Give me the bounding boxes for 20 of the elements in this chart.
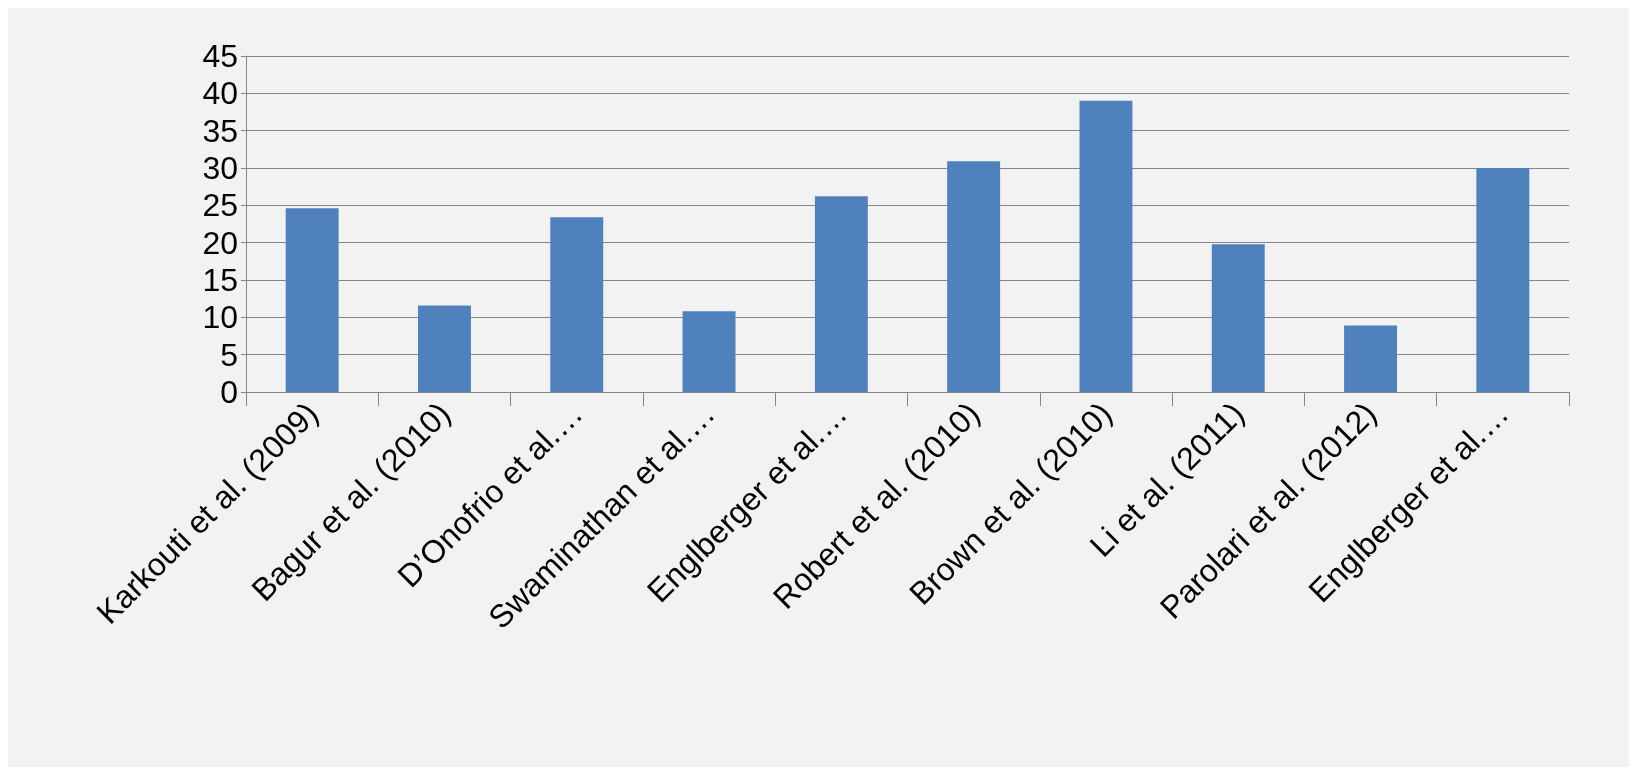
bar	[682, 311, 736, 392]
bar	[1476, 168, 1530, 392]
y-tick-label: 45	[202, 38, 238, 74]
bar	[550, 217, 604, 392]
y-tick-label: 30	[202, 150, 238, 186]
y-tick-label: 20	[202, 224, 238, 261]
y-tick-label: 0	[220, 374, 238, 410]
bar	[285, 208, 339, 392]
bar	[1211, 244, 1265, 392]
y-tick-label: 25	[202, 187, 238, 224]
bar	[417, 305, 471, 392]
bar	[814, 196, 868, 392]
y-tick-label: 35	[202, 112, 238, 149]
y-tick-label: 10	[202, 299, 238, 336]
bar	[1079, 100, 1133, 392]
y-tick-label: 5	[220, 336, 238, 373]
y-tick-label: 15	[202, 262, 238, 298]
bar	[947, 161, 1001, 392]
y-tick-label: 40	[202, 75, 238, 112]
bar	[1344, 325, 1398, 392]
